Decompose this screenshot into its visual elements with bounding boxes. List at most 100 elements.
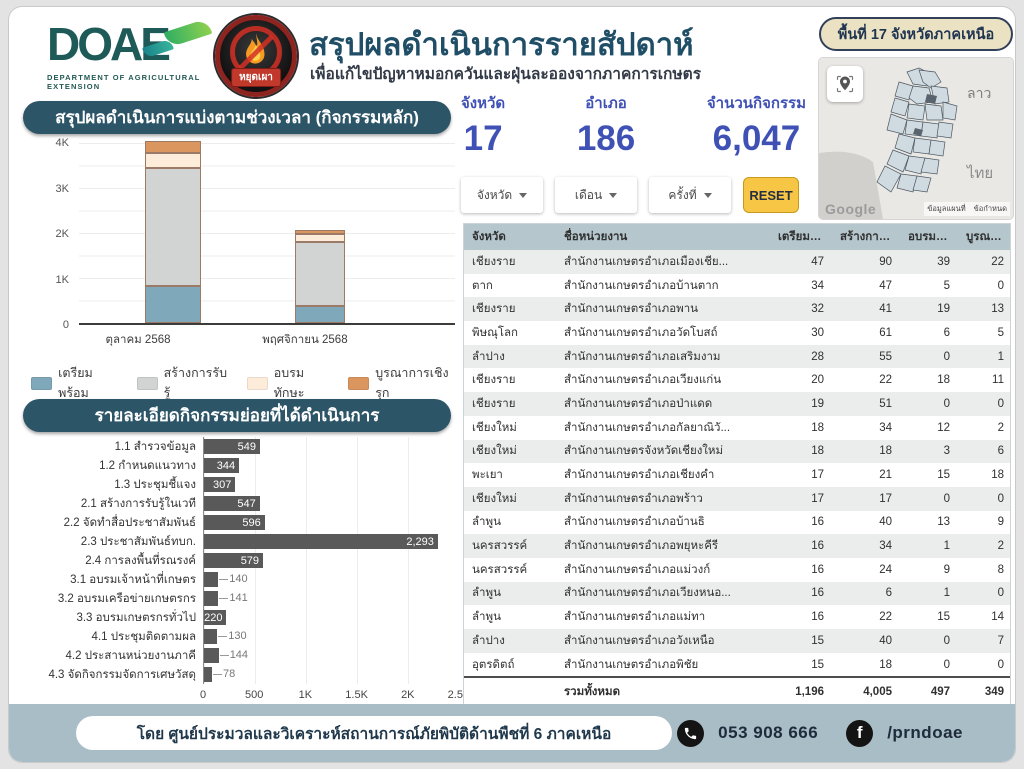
table-cell-value: 0	[997, 658, 1004, 671]
bar-segment-1[interactable]	[294, 305, 345, 323]
table-cell-value: 9	[943, 563, 950, 576]
map-data-link[interactable]: ข้อมูลแผนที่	[927, 204, 966, 213]
hbar-bar[interactable]: 596	[204, 515, 265, 530]
table-cell-value: 2	[997, 421, 1004, 434]
chart-legend: เตรียมพร้อม สร้างการรับรู้ อบรมทักษะ บูรณาก…	[31, 363, 459, 403]
agency-table: จังหวัด ชื่อหน่วยงาน เตรียมพร้อม สร้างการรั…	[463, 223, 1012, 705]
hbar-bar[interactable]: 307	[204, 477, 236, 492]
legend-item[interactable]: บูรณาการเชิงรุก	[348, 363, 459, 403]
table-cell-text: สำนักงานเกษตรอำเภอวัดโบสถ์	[564, 326, 718, 339]
y-tick-label: 4K	[55, 137, 69, 149]
table-cell-value: 90	[879, 255, 892, 268]
hbar-category-label: 1.2 กำหนดแนวทาง	[99, 459, 196, 472]
facebook-handle[interactable]: /prndoae	[887, 723, 963, 742]
hbar-track: 596	[203, 513, 459, 532]
table-row[interactable]: เชียงราย สำนักงานเกษตรอำเภอเวียงแก่น 20 22 1…	[464, 368, 1010, 392]
table-cell-text: สำนักงานเกษตรอำเภอแม่ทา	[564, 611, 706, 624]
table-row[interactable]: เชียงราย สำนักงานเกษตรอำเภอเมืองเชีย... 47…	[464, 250, 1010, 274]
table-cell-value: 6	[997, 445, 1004, 458]
hbar-value-label: 579	[240, 554, 260, 567]
table-cell-value: 41	[879, 303, 892, 316]
region-badge: พื้นที่ 17 จังหวัดภาคเหนือ	[819, 17, 1013, 51]
table-cell-text: พะเยา	[472, 469, 503, 482]
region-map[interactable]: ลาว ไทย Google ข้อมูลแผนที่ ข้อกำหนด	[819, 58, 1013, 219]
bar-segment-3[interactable]	[145, 152, 201, 168]
bar-segment-2[interactable]	[145, 167, 201, 286]
hbar-bar[interactable]: 547	[204, 496, 260, 511]
table-row[interactable]: เชียงราย สำนักงานเกษตรอำเภอพาน 32 41 19 13	[464, 297, 1010, 322]
bar-segment-4[interactable]	[294, 229, 345, 234]
phone-number: 053 908 666	[718, 723, 819, 742]
table-cell-value: 15	[811, 658, 824, 671]
table-cell-value: 17	[811, 492, 824, 505]
hbar-bar[interactable]: 549	[204, 439, 260, 454]
table-cell-value: 1	[943, 587, 950, 600]
bar-segment-3[interactable]	[294, 233, 345, 242]
reset-button[interactable]: RESET	[743, 177, 799, 213]
filter-round-dropdown[interactable]: ครั้งที่	[649, 177, 731, 213]
table-row[interactable]: ลำปาง สำนักงานเกษตรอำเภอวังเหนือ 15 40 0 7	[464, 629, 1010, 653]
hbar-bar[interactable]: 579	[204, 553, 264, 568]
x-tick-label: 500	[245, 689, 264, 701]
table-row[interactable]: พะเยา สำนักงานเกษตรอำเภอเชียงคำ 17 21 15 18	[464, 463, 1010, 487]
table-total-row: รวมทั้งหมด 1,196 4,005 497 349	[464, 676, 1010, 705]
hbar-bar[interactable]	[204, 629, 218, 644]
table-cell-text: เชียงราย	[472, 374, 516, 387]
table-row[interactable]: ลำพูน สำนักงานเกษตรอำเภอเวียงหนอ... 16 6 1 0	[464, 581, 1010, 606]
hbar-bar[interactable]: 2,293	[204, 534, 438, 549]
table-cell-value: สร้างการรับรู้	[840, 231, 900, 243]
stacked-bar[interactable]	[145, 141, 201, 323]
table-cell-text: นครสวรรค์	[472, 540, 528, 553]
table-cell-value: 55	[879, 350, 892, 363]
hbar-bar[interactable]	[204, 667, 212, 682]
bar-segment-4[interactable]	[145, 141, 201, 153]
google-logo: Google	[825, 201, 877, 217]
legend-item[interactable]: สร้างการรับรู้	[136, 363, 231, 403]
label-leader-line	[219, 598, 229, 599]
page-title: สรุปผลดำเนินการรายสัปดาห์	[309, 27, 694, 62]
table-row[interactable]: ลำพูน สำนักงานเกษตรอำเภอบ้านธิ 16 40 13 9	[464, 511, 1010, 535]
table-cell-value: 34	[811, 279, 824, 292]
hbar-row: 3.2 อบรมเครือข่ายเกษตรกร 141	[31, 589, 459, 608]
stacked-bar[interactable]	[294, 229, 345, 323]
hbar-bar[interactable]	[204, 648, 219, 663]
hbar-bar[interactable]	[204, 591, 219, 606]
page-subtitle: เพื่อแก้ไขปัญหาหมอกควันและฝุ่นละอองจากภา…	[310, 66, 702, 83]
filter-province-dropdown[interactable]: จังหวัด	[461, 177, 543, 213]
hbar-bar[interactable]: 344	[204, 458, 240, 473]
table-row[interactable]: ลำปาง สำนักงานเกษตรอำเภอเสริมงาม 28 55 0 1	[464, 344, 1010, 369]
legend-item[interactable]: อบรมทักษะ	[246, 363, 332, 403]
hbar-row: 3.1 อบรมเจ้าหน้าที่เกษตร 140	[31, 570, 459, 589]
hbar-bar[interactable]	[204, 572, 219, 587]
table-cell-text: เชียงใหม่	[472, 492, 517, 505]
legend-item[interactable]: เตรียมพร้อม	[31, 363, 121, 403]
table-row[interactable]: ตาก สำนักงานเกษตรอำเภอบ้านตาก 34 47 5 0	[464, 274, 1010, 298]
table-row[interactable]: เชียงใหม่ สำนักงานเกษตรจังหวัดเชียงใหม่ 18…	[464, 439, 1010, 464]
bar-segment-1[interactable]	[145, 285, 201, 323]
kpi-stats: จังหวัด 17 อำเภอ 186 จำนวนกิจกรรม 6,047	[461, 91, 806, 159]
table-row[interactable]: ลำพูน สำนักงานเกษตรอำเภอแม่ทา 16 22 15 14	[464, 605, 1010, 629]
filter-bar: จังหวัด เดือน ครั้งที่ RESET	[461, 177, 811, 213]
table-cell-value: 9	[997, 516, 1004, 529]
table-cell-text: สำนักงานเกษตรจังหวัดเชียงใหม่	[564, 445, 724, 458]
table-row[interactable]: เชียงราย สำนักงานเกษตรอำเภอป่าแดด 19 51 0 0	[464, 392, 1010, 416]
bar-segment-2[interactable]	[294, 241, 345, 306]
table-cell-value: 0	[997, 587, 1004, 600]
activity-bar-chart: 1.1 สำรวจข้อมูล 549 1.2 กำหนดแนวทาง 344 1.3 …	[31, 437, 470, 707]
table-row[interactable]: เชียงใหม่ สำนักงานเกษตรอำเภอพร้าว 17 17 0 0	[464, 486, 1010, 511]
table-row[interactable]: นครสวรรค์ สำนักงานเกษตรอำเภอแม่วงก์ 16 24 9 8	[464, 558, 1010, 582]
map-terms-link[interactable]: ข้อกำหนด	[973, 204, 1007, 213]
table-cell-text: สำนักงานเกษตรอำเภอเวียงแก่น	[564, 374, 722, 387]
hbar-category-label: 1.3 ประชุมชี้แจง	[114, 478, 196, 491]
map-attribution: ข้อมูลแผนที่ ข้อกำหนด	[924, 202, 1010, 216]
table-row[interactable]: อุตรดิตถ์ สำนักงานเกษตรอำเภอพิชัย 15 18 0 0	[464, 653, 1010, 677]
table-row[interactable]: เชียงใหม่ สำนักงานเกษตรอำเภอกัลยาณิวั... 1…	[464, 416, 1010, 440]
table-row[interactable]: พิษณุโลก สำนักงานเกษตรอำเภอวัดโบสถ์ 30 61 6 5	[464, 321, 1010, 345]
map-locate-button[interactable]	[827, 66, 863, 102]
table-row[interactable]: นครสวรรค์ สำนักงานเกษตรอำเภอพยุหะคีรี 16 34…	[464, 534, 1010, 558]
table-cell-value: 18	[811, 445, 824, 458]
filter-month-dropdown[interactable]: เดือน	[555, 177, 637, 213]
hbar-bar[interactable]: 220	[204, 610, 227, 625]
table-cell-text: สำนักงานเกษตรอำเภอพิชัย	[564, 658, 699, 671]
table-cell-value: 16	[811, 587, 824, 600]
